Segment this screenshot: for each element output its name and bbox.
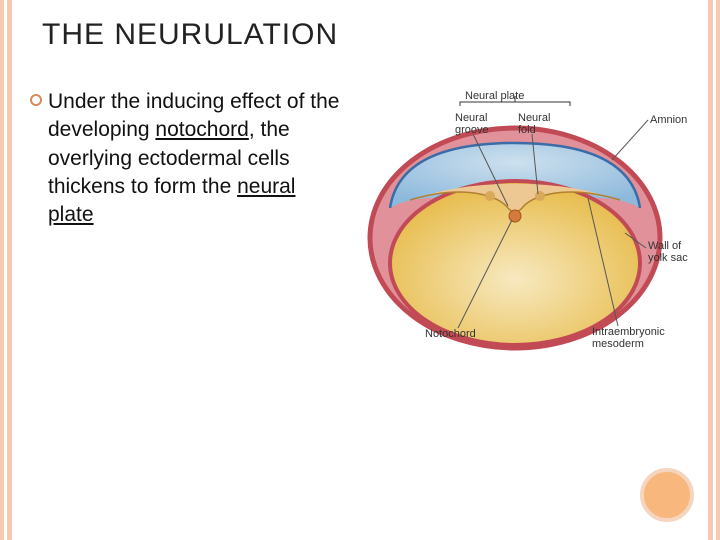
body-content: Under the inducing effect of the develop… xyxy=(30,88,340,230)
text-part-1: notochord xyxy=(155,118,248,141)
slide-border-left-gap xyxy=(4,0,7,540)
label-neural-groove: Neural groove xyxy=(455,112,489,136)
label-neural-fold: Neural fold xyxy=(518,112,550,136)
decorative-corner-circle-icon xyxy=(640,468,694,522)
label-wall-yolk-sac: Wall of yolk sac xyxy=(648,240,688,264)
label-neural-plate: Neural plate xyxy=(465,90,524,102)
leader-amnion xyxy=(612,120,648,160)
bullet-item: Under the inducing effect of the develop… xyxy=(30,88,340,230)
neural-plate-bracket xyxy=(460,102,570,106)
label-notochord: Notochord xyxy=(425,328,476,340)
slide-title: THE NEURULATION xyxy=(42,18,338,52)
label-amnion: Amnion xyxy=(650,114,687,126)
label-intraembryonic-mesoderm: Intraembryonic mesoderm xyxy=(592,326,665,350)
slide-border-right-gap xyxy=(713,0,716,540)
bullet-ring-icon xyxy=(30,94,42,106)
bullet-text: Under the inducing effect of the develop… xyxy=(48,88,340,230)
neural-fold-right xyxy=(535,191,545,201)
neural-fold-left xyxy=(485,191,495,201)
neurulation-diagram: Neural plate Neural groove Neural fold A… xyxy=(360,88,700,358)
